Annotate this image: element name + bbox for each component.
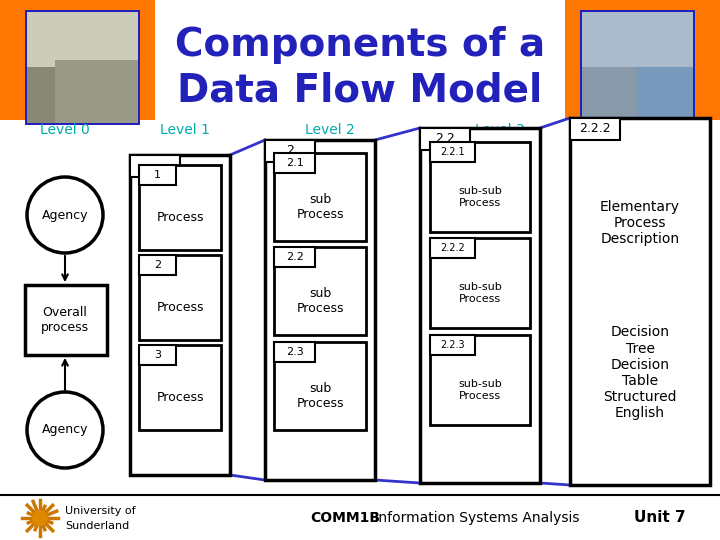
Bar [130, 155, 230, 475]
Bar [430, 238, 475, 258]
Text: Data Flow Model: Data Flow Model [177, 71, 543, 109]
Bar [274, 342, 315, 362]
Bar [430, 142, 475, 162]
Circle shape [32, 510, 48, 526]
Bar [430, 335, 530, 425]
Text: 2.1: 2.1 [286, 158, 304, 168]
Text: sub
Process: sub Process [296, 382, 343, 410]
Bar [420, 128, 540, 483]
Bar [0, 0, 155, 120]
Bar [582, 12, 693, 123]
Text: COMM1B: COMM1B [310, 511, 380, 525]
Bar [139, 165, 221, 250]
Text: 2: 2 [286, 145, 294, 158]
Bar [274, 247, 366, 335]
Bar [430, 142, 530, 232]
Text: 2.2: 2.2 [286, 252, 304, 262]
Text: 2.2.2: 2.2.2 [579, 123, 611, 136]
Bar [55, 60, 138, 123]
Text: 2.2.1: 2.2.1 [440, 147, 465, 157]
Text: Unit 7: Unit 7 [634, 510, 686, 525]
Bar [130, 155, 180, 177]
Text: sub-sub
Process: sub-sub Process [458, 379, 502, 401]
Text: sub-sub
Process: sub-sub Process [458, 282, 502, 304]
Bar [139, 255, 176, 275]
Bar [430, 238, 530, 328]
Text: Decision
Tree
Decision
Table
Structured
English: Decision Tree Decision Table Structured … [603, 326, 677, 421]
Bar [580, 10, 695, 125]
Bar [139, 345, 221, 430]
Bar [570, 118, 710, 485]
Bar [139, 255, 221, 340]
Bar [139, 345, 176, 365]
Bar [27, 12, 82, 123]
Bar [139, 165, 176, 185]
Bar [25, 285, 107, 355]
Text: Overall
process: Overall process [41, 306, 89, 334]
Text: 2.2.2: 2.2.2 [440, 243, 465, 253]
Text: Process: Process [156, 211, 204, 224]
Bar [265, 140, 315, 162]
Text: Level 1: Level 1 [160, 123, 210, 137]
Text: Agency: Agency [42, 423, 89, 436]
Text: sub
Process: sub Process [296, 193, 343, 221]
Text: Agency: Agency [42, 208, 89, 221]
Text: Process: Process [156, 301, 204, 314]
Bar [420, 128, 470, 150]
Text: Components of a: Components of a [175, 26, 545, 64]
Text: Level 4: Level 4 [625, 123, 675, 137]
Circle shape [27, 177, 103, 253]
Text: Elementary
Process
Description: Elementary Process Description [600, 200, 680, 246]
Text: 1: 1 [154, 170, 161, 180]
Text: Level 0: Level 0 [40, 123, 90, 137]
Bar [570, 118, 620, 140]
Bar [25, 10, 140, 125]
Text: Level 3: Level 3 [475, 123, 525, 137]
Bar [274, 153, 366, 241]
Bar [565, 0, 720, 120]
Text: 2: 2 [154, 260, 161, 270]
Text: 2.3: 2.3 [286, 347, 304, 357]
Bar [274, 247, 315, 267]
Bar [582, 12, 693, 67]
Text: 2.2: 2.2 [435, 132, 455, 145]
Bar [582, 67, 637, 123]
Text: sub
Process: sub Process [296, 287, 343, 315]
Text: Information Systems Analysis: Information Systems Analysis [370, 511, 580, 525]
Bar [430, 335, 475, 355]
Text: University of: University of [65, 506, 135, 516]
Bar [27, 12, 138, 123]
Text: sub-sub
Process: sub-sub Process [458, 186, 502, 208]
Text: Level 2: Level 2 [305, 123, 355, 137]
Bar [27, 12, 138, 67]
Text: 2.2.3: 2.2.3 [440, 340, 465, 350]
Circle shape [27, 392, 103, 468]
Bar [265, 140, 375, 480]
Bar [274, 342, 366, 430]
Text: Sunderland: Sunderland [65, 521, 130, 531]
Text: 3: 3 [154, 350, 161, 360]
Bar [274, 153, 315, 173]
Text: Process: Process [156, 391, 204, 404]
